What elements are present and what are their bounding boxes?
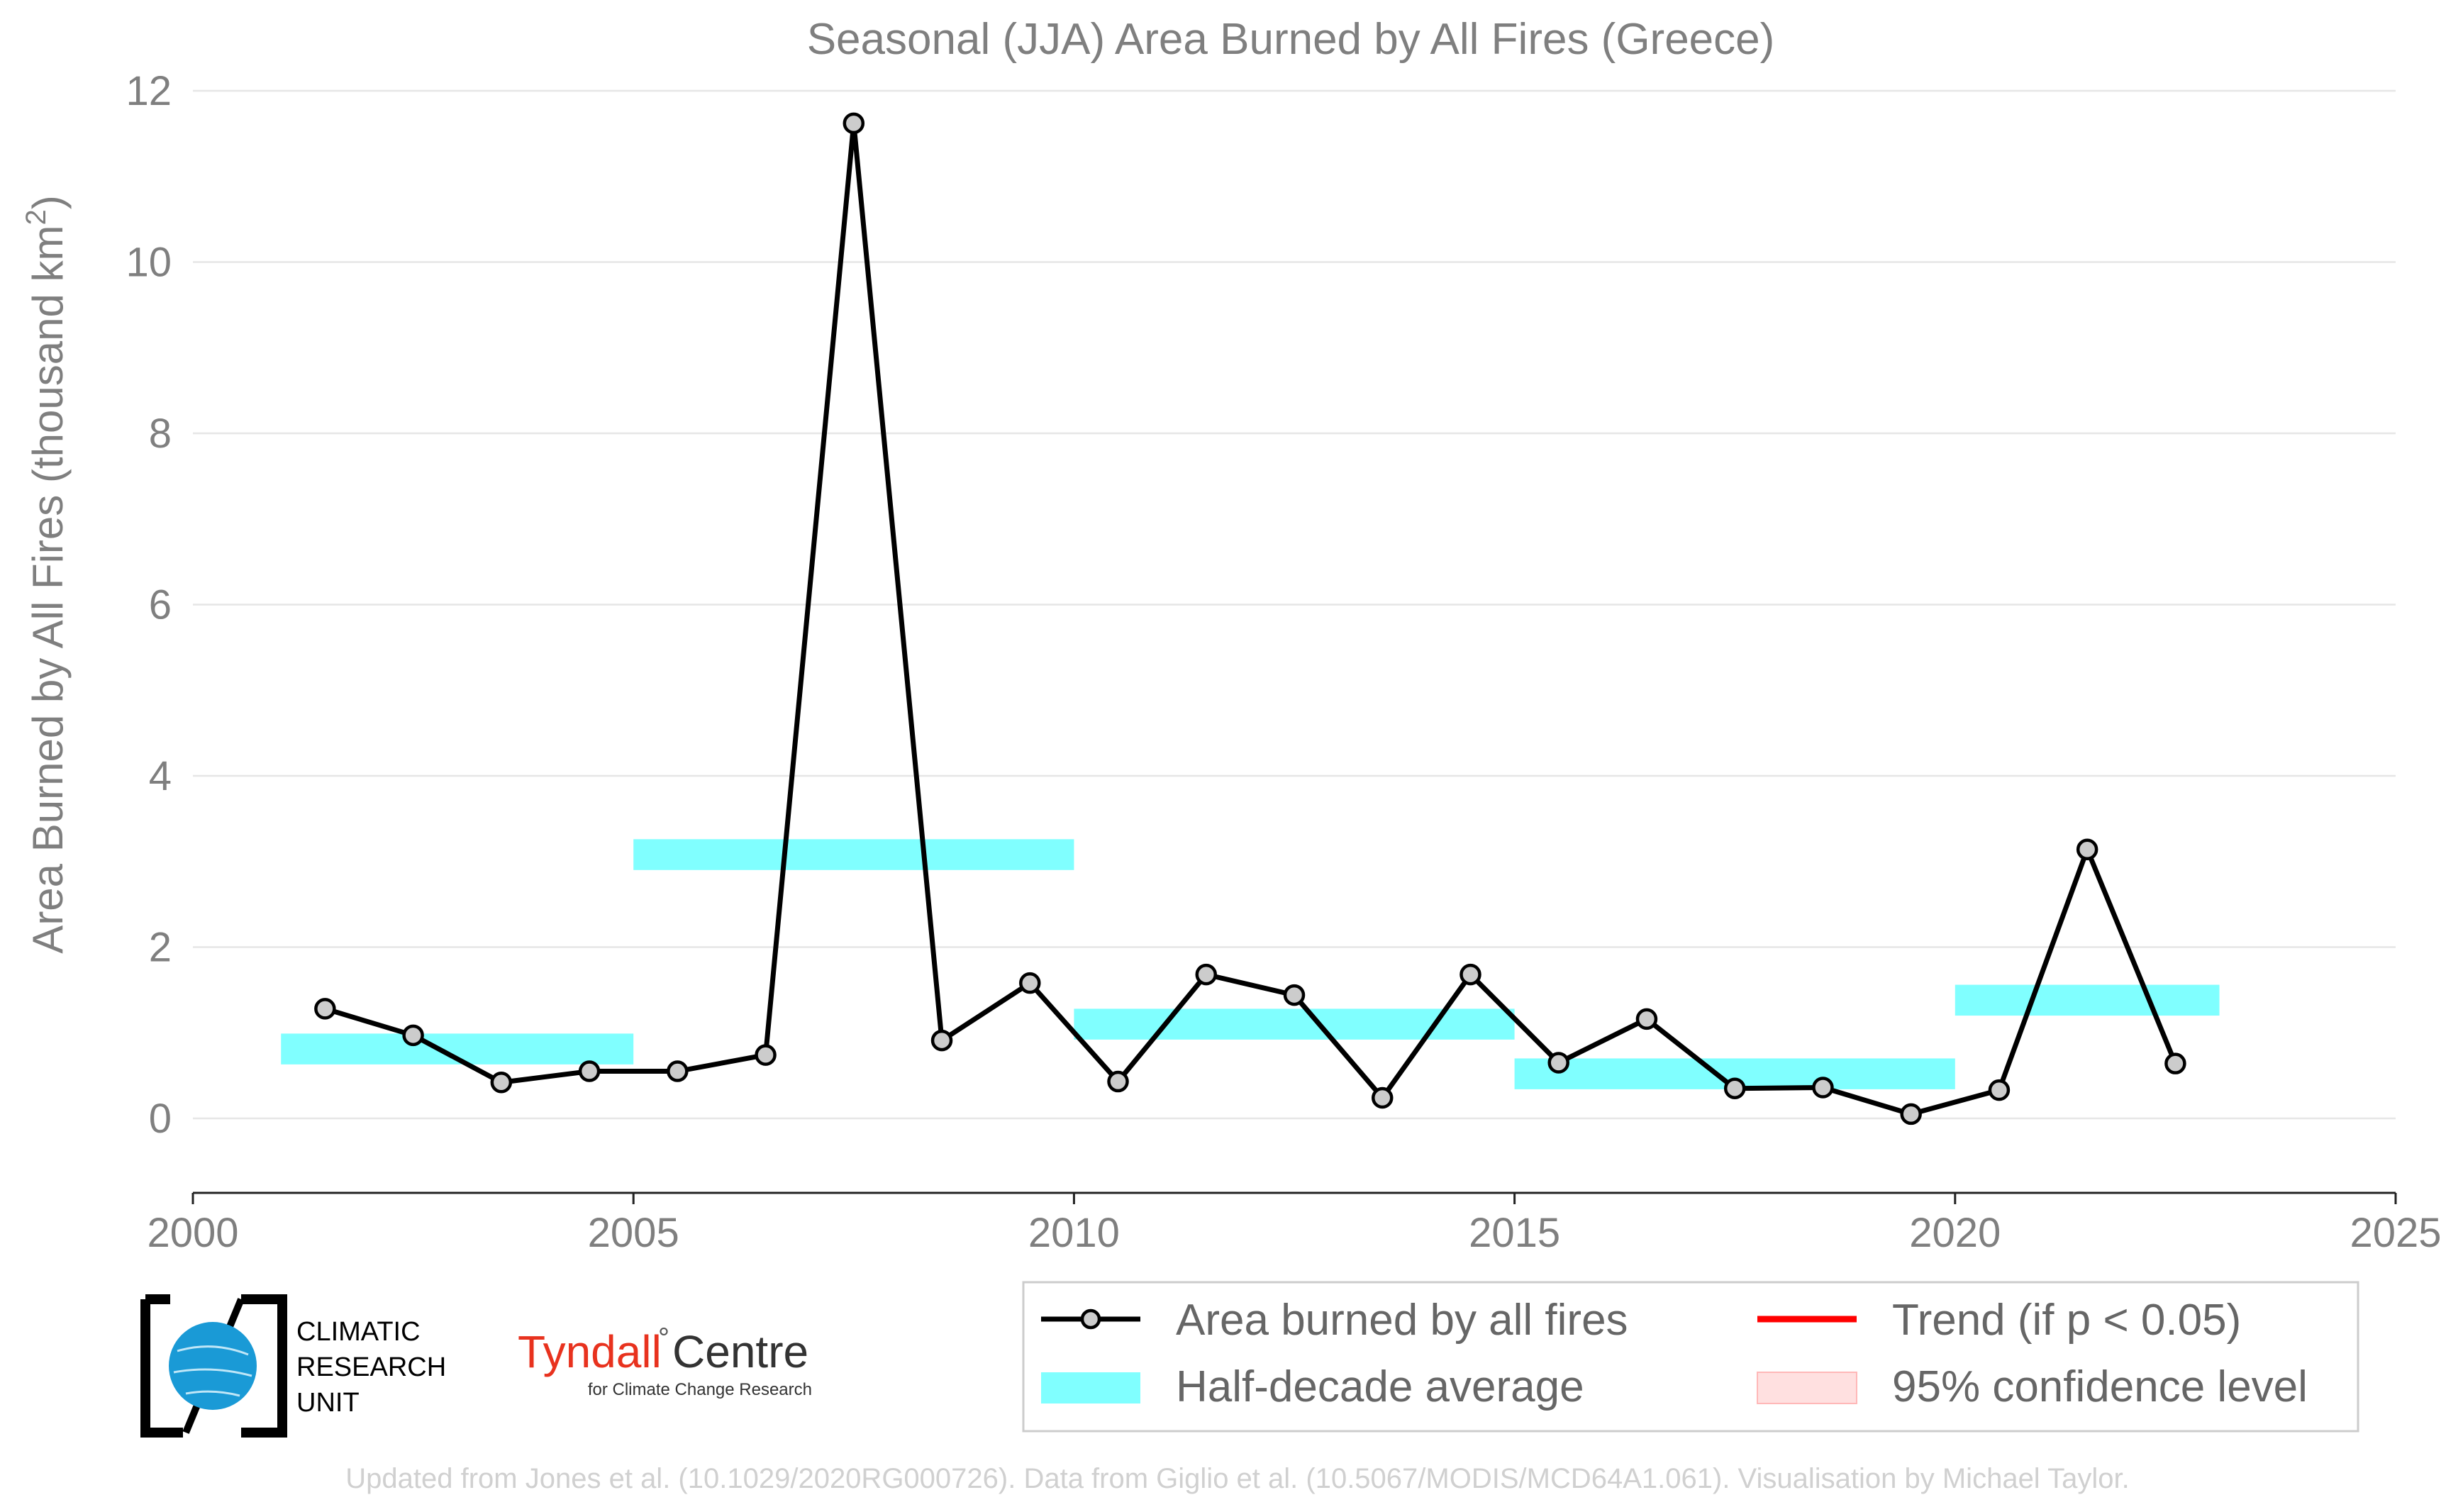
x-tick-label: 2025 — [2350, 1210, 2441, 1256]
cru-text-line2: RESEARCH — [296, 1352, 446, 1382]
data-point — [1988, 1079, 2011, 1101]
data-point — [1107, 1070, 1129, 1093]
cru-bracket-right-icon — [241, 1294, 287, 1438]
data-point — [843, 112, 865, 135]
data-point — [402, 1024, 424, 1047]
legend-label-series: Area burned by all fires — [1176, 1296, 1628, 1345]
y-tick-label: 8 — [149, 411, 172, 457]
half-decade-average-bar — [1955, 984, 2220, 1016]
data-point — [490, 1071, 513, 1094]
data-point — [1723, 1077, 1746, 1099]
chart-title: Seasonal (JJA) Area Burned by All Fires … — [807, 15, 1775, 64]
data-point — [2164, 1052, 2186, 1074]
data-point — [1283, 984, 1306, 1006]
legend-swatch-marker — [1080, 1308, 1101, 1330]
x-tick-label: 2000 — [147, 1210, 238, 1256]
y-tick-label: 12 — [126, 68, 172, 114]
tyndall-centre: Centre — [672, 1326, 808, 1377]
y-tick-label: 4 — [149, 753, 172, 799]
legend: Area burned by all fires Trend (if p < 0… — [1022, 1281, 2359, 1433]
legend-label-confidence: 95% confidence level — [1892, 1362, 2308, 1411]
axes: 0 2 4 6 8 10 12 2000 2005 2010 2015 2020 2025 — [126, 68, 2441, 1256]
legend-label-trend: Trend (if p < 0.05) — [1892, 1296, 2241, 1345]
legend-swatch-average — [1041, 1372, 1140, 1403]
grid — [193, 89, 2396, 1120]
data-point — [578, 1060, 601, 1082]
data-point — [1900, 1103, 1922, 1125]
data-point — [1195, 963, 1218, 986]
data-point — [1635, 1008, 1658, 1030]
x-tick-label: 2005 — [588, 1210, 679, 1256]
legend-label-average: Half-decade average — [1176, 1362, 1584, 1411]
legend-swatch-confidence — [1757, 1372, 1857, 1404]
data-point — [314, 998, 336, 1020]
tyndall-sub: for Climate Change Research — [588, 1380, 812, 1399]
tyndall-logo: Tyndall ° Centre for Climate Change Rese… — [518, 1323, 812, 1399]
globe-icon — [169, 1322, 257, 1410]
footer-credits: Updated from Jones et al. (10.1029/2020R… — [345, 1463, 2129, 1494]
x-tick-label: 2015 — [1469, 1210, 1560, 1256]
y-axis-label-sup: 2 — [21, 209, 52, 225]
data-point — [1460, 963, 1481, 986]
y-axis-label: Area Burned by All Fires (thousand km2) — [21, 195, 72, 953]
data-point — [1547, 1052, 1569, 1074]
series-line — [324, 121, 2178, 1117]
cru-text-line1: CLIMATIC — [296, 1317, 421, 1347]
series-area-burned — [314, 112, 2186, 1125]
data-point — [667, 1060, 689, 1082]
x-tick-label: 2020 — [1909, 1210, 2001, 1256]
data-point — [2076, 838, 2098, 861]
tyndall-name: Tyndall — [518, 1326, 662, 1377]
data-point — [1371, 1086, 1394, 1109]
y-axis-label-main: Area Burned by All Fires (thousand km — [24, 226, 72, 954]
half-decade-averages — [281, 839, 2220, 1089]
y-tick-label: 6 — [149, 582, 172, 628]
data-point — [930, 1029, 953, 1052]
y-tick-label: 10 — [126, 239, 172, 285]
cru-logo: CLIMATIC RESEARCH UNIT — [140, 1294, 446, 1438]
x-tick-label: 2010 — [1028, 1210, 1120, 1256]
legend-box — [1022, 1281, 2359, 1433]
y-tick-label: 0 — [149, 1096, 172, 1142]
globe-lines-icon — [173, 1345, 252, 1397]
cru-bracket-left-icon — [140, 1294, 183, 1438]
cru-text-line3: UNIT — [296, 1388, 360, 1418]
data-point — [755, 1044, 777, 1066]
data-point — [1812, 1077, 1834, 1099]
data-point — [1019, 972, 1041, 994]
y-axis-label-end: ) — [24, 195, 72, 209]
half-decade-average-bar — [1074, 1008, 1515, 1040]
tyndall-degree: ° — [658, 1323, 669, 1354]
y-tick-label: 2 — [149, 924, 172, 970]
half-decade-average-bar — [633, 839, 1074, 870]
